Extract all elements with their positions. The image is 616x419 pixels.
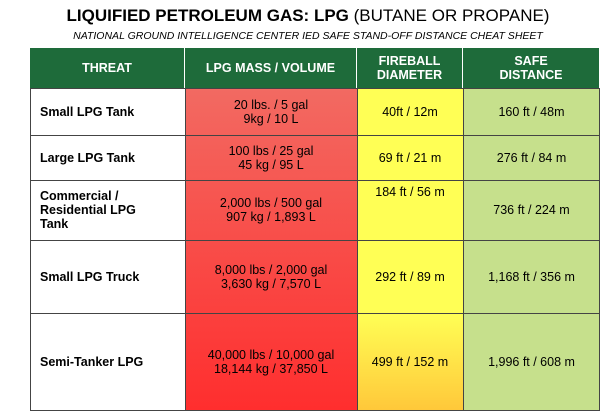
threat: Commercial / Residential LPG Tank <box>40 189 136 231</box>
row-border <box>30 240 600 241</box>
threat: Small LPG Tank <box>40 104 135 119</box>
column-header: FIREBALL DIAMETER <box>357 48 463 88</box>
col-border <box>463 88 464 410</box>
column-header: SAFE DISTANCE <box>463 48 600 88</box>
column-header: LPG MASS / VOLUME <box>185 48 357 88</box>
safe-distance: 276 ft / 84 m <box>496 150 567 165</box>
row-border <box>30 180 600 181</box>
col-border <box>30 88 31 410</box>
row-border <box>30 88 600 89</box>
table: THREAT LPG MASS / VOLUME FIREBALL DIAMETER… <box>30 48 600 411</box>
threat: Large LPG Tank <box>40 150 135 165</box>
subtitle: NATIONAL GROUND INTELLIGENCE CENTER IED … <box>73 30 543 42</box>
threat: Small LPG Truck <box>40 269 140 284</box>
safe-column-bg <box>463 88 600 410</box>
safe-distance: 160 ft / 48m <box>498 104 565 119</box>
fireball: 184 ft / 56 m <box>375 185 445 199</box>
col-border <box>599 88 600 410</box>
title: LIQUIFIED PETROLEUM GAS: LPG (BUTANE OR … <box>0 6 616 26</box>
mass-line: 3,630 kg / 7,570 L <box>220 276 322 291</box>
mass-line: 20 lbs. / 5 gal <box>233 97 309 112</box>
mass-volume: 20 lbs. / 5 gal 9kg / 10 L <box>185 88 357 135</box>
mass-line: 100 lbs / 25 gal <box>228 143 314 158</box>
mass-volume: 2,000 lbs / 500 gal 907 kg / 1,893 L <box>185 180 357 240</box>
fireball: 69 ft / 21 m <box>378 150 442 165</box>
row-border <box>30 135 600 136</box>
fireball: 292 ft / 89 m <box>375 269 445 284</box>
mass-line: 9kg / 10 L <box>243 111 299 126</box>
mass-volume: 40,000 lbs / 10,000 gal 18,144 kg / 37,85… <box>185 313 357 410</box>
row-border <box>30 410 600 411</box>
safe-distance: 736 ft / 224 m <box>493 203 570 217</box>
mass-line: 45 kg / 95 L <box>238 157 304 172</box>
safe-distance: 1,996 ft / 608 m <box>488 354 575 369</box>
safe-distance: 1,168 ft / 356 m <box>488 269 575 284</box>
row-border <box>30 313 600 314</box>
col-border <box>185 88 186 410</box>
column-header: THREAT <box>30 48 185 88</box>
mass-line: 18,144 kg / 37,850 L <box>214 361 328 376</box>
title-suffix: (BUTANE OR PROPANE) <box>353 6 550 25</box>
mass-column-bg <box>185 88 357 410</box>
col-border <box>357 88 358 410</box>
fireball: 40ft / 12m <box>382 104 438 119</box>
mass-volume: 100 lbs / 25 gal 45 kg / 95 L <box>185 135 357 180</box>
mass-line: 2,000 lbs / 500 gal <box>219 196 323 210</box>
mass-line: 8,000 lbs / 2,000 gal <box>214 262 328 277</box>
mass-volume: 8,000 lbs / 2,000 gal 3,630 kg / 7,570 L <box>185 240 357 313</box>
mass-line: 40,000 lbs / 10,000 gal <box>207 347 335 362</box>
threat: Semi-Tanker LPG <box>40 354 144 369</box>
fireball: 499 ft / 152 m <box>371 354 449 369</box>
title-main: LIQUIFIED PETROLEUM GAS: LPG <box>66 6 349 25</box>
fireball-column-bg <box>357 88 463 410</box>
mass-line: 907 kg / 1,893 L <box>226 210 316 224</box>
